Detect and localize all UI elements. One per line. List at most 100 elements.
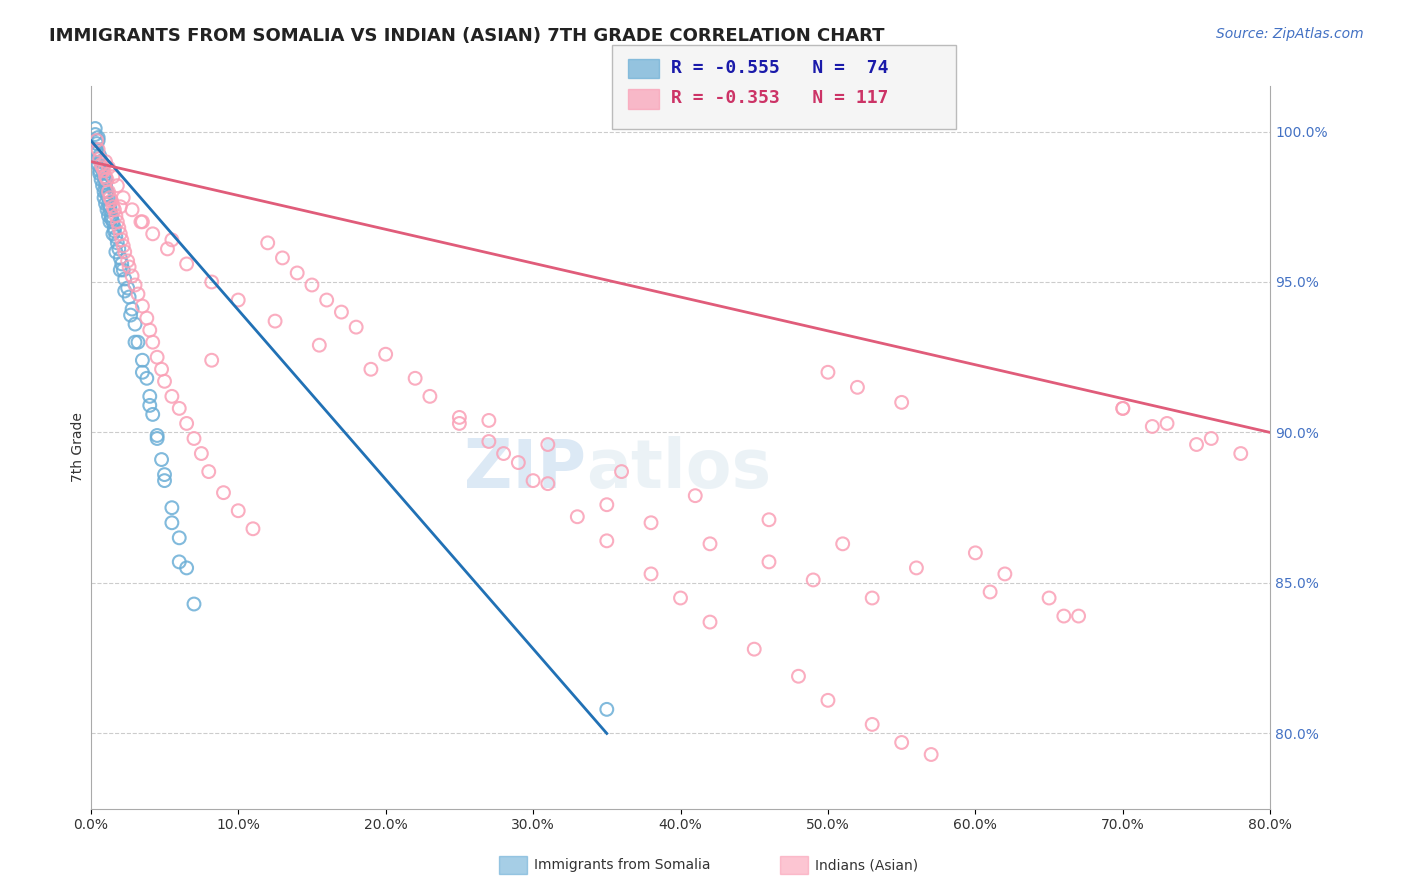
Point	[699, 537, 721, 551]
Point	[360, 362, 382, 376]
Point	[167, 531, 190, 545]
Point	[104, 244, 127, 259]
Point	[742, 642, 765, 657]
Point	[146, 428, 169, 442]
Point	[522, 474, 544, 488]
Point	[374, 347, 396, 361]
Point	[1112, 401, 1135, 416]
Point	[183, 432, 205, 446]
Point	[105, 215, 128, 229]
Point	[104, 209, 127, 223]
Point	[94, 178, 117, 193]
Point	[846, 380, 869, 394]
Point	[93, 169, 115, 184]
Point	[1201, 432, 1223, 446]
Point	[127, 335, 149, 350]
Point	[817, 693, 839, 707]
Point	[118, 290, 141, 304]
Point	[110, 251, 132, 265]
Point	[84, 121, 107, 136]
Point	[965, 546, 987, 560]
Point	[97, 191, 120, 205]
Point	[669, 591, 692, 605]
Point	[112, 191, 135, 205]
Point	[139, 323, 162, 337]
Point	[121, 202, 143, 217]
Point	[105, 178, 128, 193]
Text: Indians (Asian): Indians (Asian)	[815, 858, 918, 872]
Point	[1112, 401, 1135, 416]
Point	[117, 281, 139, 295]
Point	[101, 215, 124, 229]
Text: Source: ZipAtlas.com: Source: ZipAtlas.com	[1216, 27, 1364, 41]
Point	[150, 452, 173, 467]
Point	[160, 516, 183, 530]
Point	[860, 591, 883, 605]
Point	[176, 561, 198, 575]
Point	[87, 152, 110, 166]
Point	[610, 465, 633, 479]
Point	[111, 233, 134, 247]
Point	[86, 134, 108, 148]
Point	[890, 735, 912, 749]
Point	[176, 417, 198, 431]
Point	[93, 191, 115, 205]
Point	[114, 272, 136, 286]
Point	[226, 293, 249, 307]
Point	[105, 235, 128, 250]
Point	[101, 227, 124, 241]
Point	[150, 362, 173, 376]
Point	[160, 233, 183, 247]
Point	[201, 353, 224, 368]
Point	[120, 308, 142, 322]
Point	[212, 485, 235, 500]
Point	[94, 169, 117, 184]
Point	[96, 185, 118, 199]
Point	[86, 136, 108, 151]
Point	[110, 200, 132, 214]
Point	[101, 169, 124, 184]
Point	[905, 561, 928, 575]
Point	[89, 163, 111, 178]
Point	[1067, 609, 1090, 624]
Point	[121, 268, 143, 283]
Point	[156, 242, 179, 256]
Point	[97, 209, 120, 223]
Point	[90, 154, 112, 169]
Point	[94, 176, 117, 190]
Point	[890, 395, 912, 409]
Point	[127, 287, 149, 301]
Point	[596, 533, 619, 548]
Point	[153, 374, 176, 388]
Point	[87, 158, 110, 172]
Point	[98, 202, 121, 217]
Point	[404, 371, 426, 385]
Point	[91, 178, 114, 193]
Point	[108, 242, 131, 256]
Point	[153, 474, 176, 488]
Point	[699, 615, 721, 629]
Point	[118, 260, 141, 274]
Point	[153, 467, 176, 482]
Point	[97, 161, 120, 175]
Point	[90, 158, 112, 172]
Point	[91, 163, 114, 178]
Point	[110, 227, 132, 241]
Point	[160, 500, 183, 515]
Point	[242, 522, 264, 536]
Point	[114, 244, 136, 259]
Point	[1142, 419, 1164, 434]
Point	[817, 365, 839, 379]
Point	[93, 185, 115, 199]
Point	[96, 202, 118, 217]
Point	[97, 185, 120, 199]
Point	[920, 747, 942, 762]
Point	[86, 145, 108, 160]
Point	[124, 335, 146, 350]
Point	[142, 335, 165, 350]
Point	[449, 417, 471, 431]
Point	[1053, 609, 1076, 624]
Point	[124, 317, 146, 331]
Point	[478, 413, 501, 427]
Point	[108, 220, 131, 235]
